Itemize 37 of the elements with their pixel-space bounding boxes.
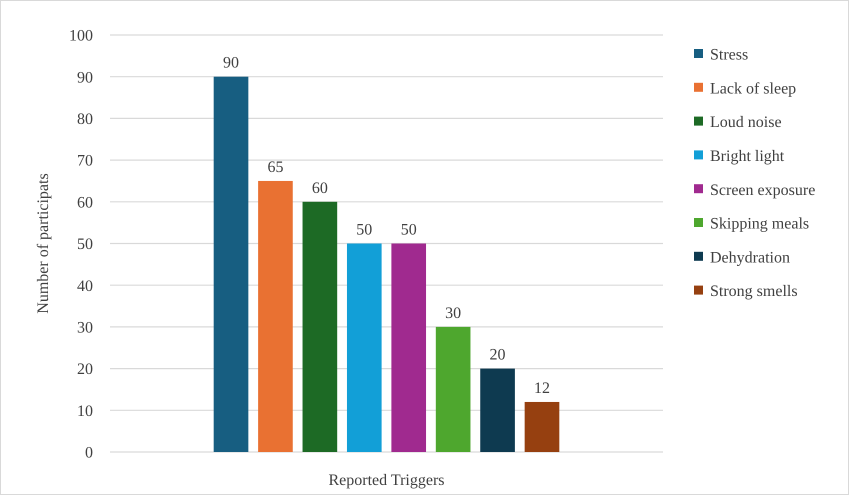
- data-label: 65: [267, 158, 284, 176]
- bar: [391, 244, 426, 452]
- data-label: 50: [356, 222, 372, 238]
- data-label: 12: [534, 380, 550, 397]
- y-tick-label: 40: [77, 278, 93, 295]
- y-tick-label: 0: [85, 444, 93, 462]
- data-label: 60: [312, 180, 328, 197]
- data-label: 90: [223, 54, 240, 72]
- y-tick-label: 100: [69, 28, 93, 45]
- bar: [302, 202, 338, 452]
- data-label: 20: [490, 346, 506, 364]
- data-label: 30: [445, 304, 462, 322]
- legend-label: Bright light: [710, 148, 785, 165]
- bar: [436, 326, 470, 452]
- bar: [214, 76, 248, 452]
- x-axis-title: Reported Triggers: [328, 472, 444, 489]
- y-tick-label: 30: [77, 320, 93, 336]
- y-tick-label: 10: [77, 402, 93, 420]
- legend-label: Loud noise: [710, 114, 782, 132]
- bar: [524, 402, 560, 452]
- y-axis-title: Number of participats: [35, 173, 52, 314]
- bar: [480, 368, 515, 452]
- y-tick-label: 60: [77, 194, 93, 212]
- y-tick-label: 20: [77, 361, 93, 378]
- legend-label: Strong smells: [710, 283, 798, 300]
- legend-label: Stress: [710, 46, 748, 64]
- legend-label: Dehydration: [710, 249, 790, 266]
- y-tick-label: 80: [77, 111, 93, 128]
- legend-label: Screen exposure: [710, 182, 816, 199]
- data-label: 50: [400, 222, 417, 238]
- legend-label: Skipping meals: [710, 216, 810, 233]
- bar: [346, 244, 382, 452]
- y-tick-label: 90: [77, 69, 93, 86]
- y-tick-label: 70: [77, 152, 93, 170]
- bar: [258, 180, 293, 452]
- y-tick-label: 50: [77, 236, 93, 254]
- legend-label: Lack of sleep: [710, 80, 796, 98]
